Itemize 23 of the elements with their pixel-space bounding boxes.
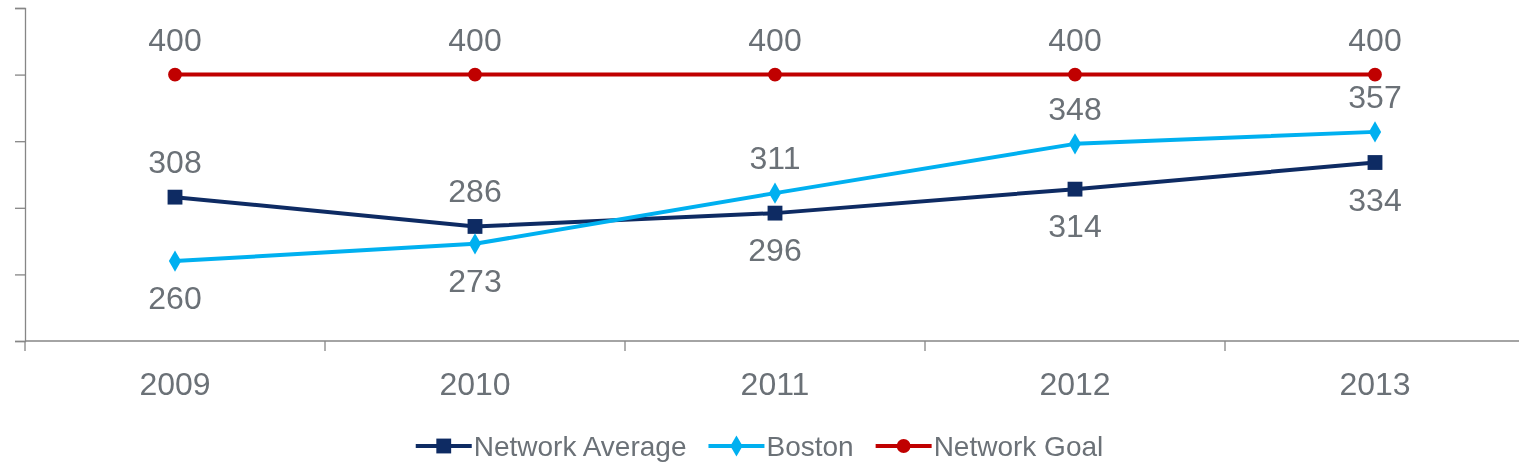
data-label: 308	[148, 144, 202, 181]
legend-label: Network Goal	[933, 431, 1104, 462]
x-tick-label: 2011	[740, 366, 810, 403]
data-label: 400	[1348, 21, 1402, 58]
data-label: 400	[448, 21, 502, 58]
data-label: 296	[748, 232, 802, 269]
data-label: 400	[748, 21, 802, 58]
data-label: 314	[1048, 208, 1102, 245]
data-label: 334	[1348, 181, 1402, 218]
data-label: 273	[448, 262, 502, 299]
legend-label: Boston	[766, 431, 854, 462]
data-label: 400	[1048, 21, 1102, 58]
x-tick-label: 2010	[439, 366, 511, 403]
data-label: 286	[448, 173, 502, 210]
data-label: 311	[749, 140, 801, 177]
data-label: 400	[148, 21, 202, 58]
data-label: 260	[148, 280, 202, 317]
data-label: 357	[1348, 78, 1402, 115]
legend-label: Network Average	[473, 431, 687, 462]
data-label: 348	[1048, 90, 1102, 127]
x-tick-label: 2009	[139, 366, 211, 403]
x-tick-label: 2013	[1339, 366, 1411, 403]
x-tick-label: 2012	[1039, 366, 1111, 403]
